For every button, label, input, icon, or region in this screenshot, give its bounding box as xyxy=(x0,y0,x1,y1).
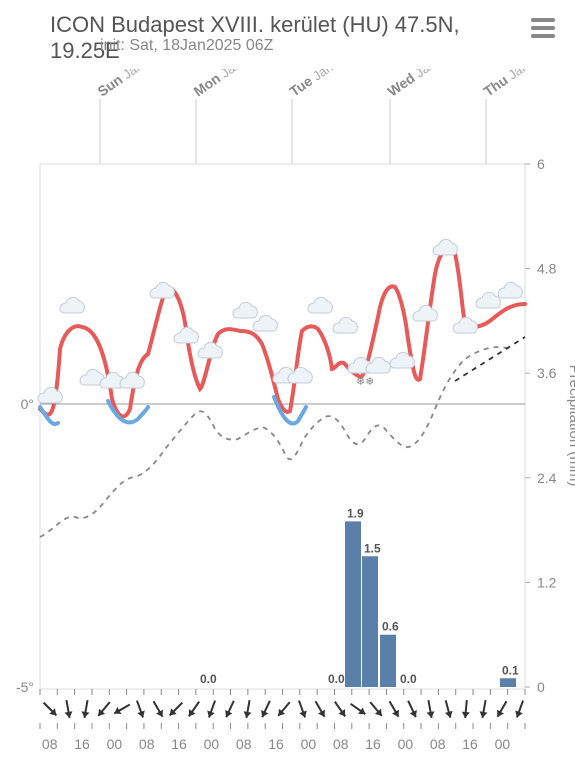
cloud-icon xyxy=(198,342,222,358)
x-hour-label: 16 xyxy=(462,736,478,752)
wind-arrow xyxy=(133,699,147,719)
wind-arrow xyxy=(367,699,385,718)
x-hour-label: 16 xyxy=(268,736,284,752)
chart-header: ICON Budapest XVIII. kerület (HU) 47.5N,… xyxy=(0,0,575,69)
wind-arrow xyxy=(62,699,73,718)
wind-arrow xyxy=(405,699,420,719)
chart-title: ICON Budapest XVIII. kerület (HU) 47.5N,… xyxy=(50,12,525,65)
cloud-icon xyxy=(38,387,62,403)
svg-text:07:27: 07:27 xyxy=(344,69,382,70)
chart-svg: 07:2716:19Sun Jan 19Mon Jan 20Tue Jan 21… xyxy=(0,69,575,769)
cloud-icon xyxy=(253,315,277,331)
svg-text:Tue Jan 21: Tue Jan 21 xyxy=(287,69,351,99)
precip-tick: 3.6 xyxy=(537,365,557,381)
cloud-icon xyxy=(498,282,522,298)
cloud-icon xyxy=(120,372,144,388)
wind-arrow xyxy=(205,699,219,719)
precip-bar xyxy=(500,678,516,687)
temp-tick-minus5: -5° xyxy=(16,679,34,695)
init-label: init: Sat, 18Jan2025 06Z xyxy=(100,36,273,55)
svg-text:Thu Jan 23: Thu Jan 23 xyxy=(481,69,546,99)
x-hour-label: 16 xyxy=(171,736,187,752)
wind-arrow xyxy=(41,700,59,718)
wind-arrow xyxy=(259,699,274,719)
wind-arrow xyxy=(167,700,185,718)
wind-arrow xyxy=(494,699,510,719)
wind-arrow xyxy=(112,701,132,717)
precip-value: 0.0 xyxy=(328,672,345,686)
precip-tick: 1.2 xyxy=(537,574,557,590)
precip-value: 0.0 xyxy=(400,672,417,686)
wind-arrow xyxy=(312,699,328,719)
cloud-icon xyxy=(308,297,332,313)
wind-arrow xyxy=(242,699,253,718)
wind-arrow xyxy=(386,699,402,719)
wind-arrow xyxy=(513,699,527,719)
precip-bar xyxy=(362,556,378,687)
x-hour-label: 08 xyxy=(236,736,252,752)
wind-arrow xyxy=(442,699,454,718)
x-hour-label: 00 xyxy=(107,736,123,752)
cloud-icon xyxy=(476,292,500,308)
cloud-icon xyxy=(453,317,477,333)
svg-text:Mon Jan 20: Mon Jan 20 xyxy=(191,69,259,99)
wind-arrow xyxy=(295,699,309,719)
title-line1: ICON Budapest XVIII. kerület (HU) 47.5N, xyxy=(50,12,460,37)
x-hour-label: 16 xyxy=(365,736,381,752)
wind-arrow xyxy=(348,700,367,717)
x-hour-label: 00 xyxy=(495,736,511,752)
wind-arrow xyxy=(223,699,238,719)
wind-arrow xyxy=(275,699,293,718)
precip-tick: 2.4 xyxy=(537,470,557,486)
precip-bar xyxy=(345,521,361,687)
wind-arrow xyxy=(95,699,113,718)
wind-arrow xyxy=(80,699,91,718)
x-hour-label: 00 xyxy=(398,736,414,752)
precip-axis-label: Precipitation (mm) xyxy=(566,364,575,486)
precip-tick: 6 xyxy=(537,156,545,172)
temperature-line xyxy=(40,249,525,416)
wind-arrow xyxy=(461,699,471,718)
precip-value: 0.1 xyxy=(502,663,519,677)
wind-arrow xyxy=(478,699,489,718)
cloud-icon xyxy=(413,305,437,321)
precip-bar xyxy=(380,634,396,686)
svg-text:Sun Jan 19: Sun Jan 19 xyxy=(95,69,161,99)
wind-arrow xyxy=(186,699,203,718)
weather-chart: 07:2716:19Sun Jan 19Mon Jan 20Tue Jan 21… xyxy=(0,69,575,769)
cloud-icon xyxy=(174,327,198,343)
precip-value: 0.0 xyxy=(200,672,217,686)
cloud-icon xyxy=(433,239,457,255)
x-hour-label: 00 xyxy=(301,736,317,752)
svg-text:❄❄: ❄❄ xyxy=(356,376,374,388)
x-hour-label: 16 xyxy=(74,736,90,752)
precip-tick: 4.8 xyxy=(537,260,557,276)
wind-arrow xyxy=(424,699,435,718)
x-hour-label: 00 xyxy=(204,736,220,752)
cloud-icon xyxy=(150,282,174,298)
precip-tick: 0 xyxy=(537,679,545,695)
temp-tick-0: 0° xyxy=(21,396,34,412)
wind-arrow xyxy=(332,699,349,718)
precip-value: 0.6 xyxy=(382,619,399,633)
cloud-icon xyxy=(60,297,84,313)
x-hour-label: 08 xyxy=(139,736,155,752)
precip-value: 1.9 xyxy=(347,506,364,520)
x-hour-label: 08 xyxy=(430,736,446,752)
cloud-icon xyxy=(233,302,257,318)
cloud-icon xyxy=(333,317,357,333)
x-hour-label: 08 xyxy=(42,736,58,752)
x-hour-label: 08 xyxy=(333,736,349,752)
menu-icon[interactable] xyxy=(531,18,555,38)
svg-text:Wed Jan 22: Wed Jan 22 xyxy=(385,69,453,99)
precip-value: 1.5 xyxy=(364,541,381,555)
wind-arrow xyxy=(150,699,166,719)
